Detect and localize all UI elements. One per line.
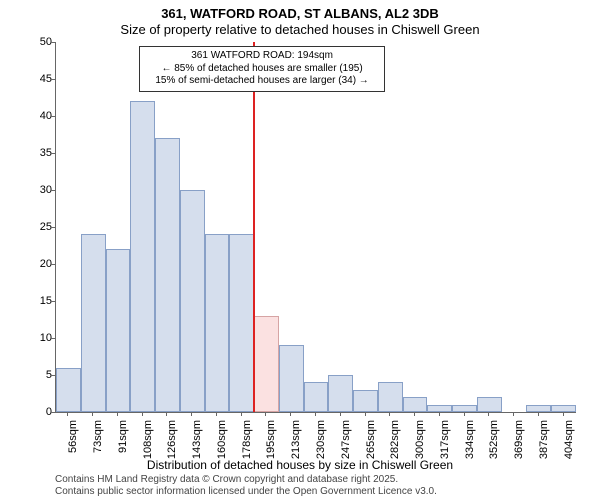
xtick-mark: [538, 412, 539, 416]
histogram-bar: [477, 397, 502, 412]
histogram-bar: [452, 405, 477, 412]
ytick-label: 50: [22, 36, 52, 48]
histogram-chart: 361, WATFORD ROAD, ST ALBANS, AL2 3DB Si…: [0, 0, 600, 500]
histogram-bar: [279, 345, 304, 412]
xtick-mark: [265, 412, 266, 416]
histogram-bar: [106, 249, 131, 412]
xtick-mark: [216, 412, 217, 416]
ytick-label: 45: [22, 73, 52, 85]
plot-area: 361 WATFORD ROAD: 194sqm ← 85% of detach…: [55, 42, 576, 413]
xtick-mark: [166, 412, 167, 416]
ytick-label: 25: [22, 221, 52, 233]
histogram-bar: [427, 405, 452, 412]
histogram-bar: [229, 234, 254, 412]
histogram-bar: [56, 368, 81, 412]
xtick-mark: [290, 412, 291, 416]
histogram-bar: [403, 397, 428, 412]
xtick-mark: [513, 412, 514, 416]
xtick-mark: [389, 412, 390, 416]
xtick-mark: [488, 412, 489, 416]
histogram-bar: [205, 234, 230, 412]
xtick-mark: [365, 412, 366, 416]
xtick-mark: [92, 412, 93, 416]
ytick-label: 0: [22, 406, 52, 418]
marker-line: [253, 42, 255, 412]
xtick-mark: [241, 412, 242, 416]
histogram-bar: [81, 234, 106, 412]
xtick-mark: [414, 412, 415, 416]
xtick-mark: [142, 412, 143, 416]
ytick-label: 15: [22, 295, 52, 307]
x-axis-label: Distribution of detached houses by size …: [0, 458, 600, 472]
annotation-line3: 15% of semi-detached houses are larger (…: [146, 75, 378, 88]
histogram-bar: [304, 382, 329, 412]
footer-line1: Contains HM Land Registry data © Crown c…: [55, 474, 437, 486]
annotation-line1: 361 WATFORD ROAD: 194sqm: [146, 50, 378, 63]
footer-attribution: Contains HM Land Registry data © Crown c…: [55, 474, 437, 498]
histogram-bar: [155, 138, 180, 412]
xtick-mark: [340, 412, 341, 416]
xtick-mark: [67, 412, 68, 416]
footer-line2: Contains public sector information licen…: [55, 486, 437, 498]
histogram-bar: [353, 390, 378, 412]
xtick-mark: [464, 412, 465, 416]
xtick-mark: [117, 412, 118, 416]
xtick-mark: [439, 412, 440, 416]
histogram-bar: [551, 405, 576, 412]
ytick-label: 5: [22, 369, 52, 381]
histogram-bar: [378, 382, 403, 412]
histogram-bar: [254, 316, 279, 412]
histogram-bar: [526, 405, 551, 412]
histogram-bar: [180, 190, 205, 412]
xtick-mark: [315, 412, 316, 416]
annotation-box: 361 WATFORD ROAD: 194sqm ← 85% of detach…: [139, 46, 385, 92]
histogram-bar: [328, 375, 353, 412]
histogram-bar: [130, 101, 155, 412]
ytick-label: 40: [22, 110, 52, 122]
xtick-mark: [563, 412, 564, 416]
ytick-label: 35: [22, 147, 52, 159]
ytick-label: 20: [22, 258, 52, 270]
xtick-mark: [191, 412, 192, 416]
chart-title-line2: Size of property relative to detached ho…: [0, 22, 600, 37]
chart-title-line1: 361, WATFORD ROAD, ST ALBANS, AL2 3DB: [0, 6, 600, 21]
ytick-label: 10: [22, 332, 52, 344]
ytick-label: 30: [22, 184, 52, 196]
annotation-line2: ← 85% of detached houses are smaller (19…: [146, 63, 378, 76]
